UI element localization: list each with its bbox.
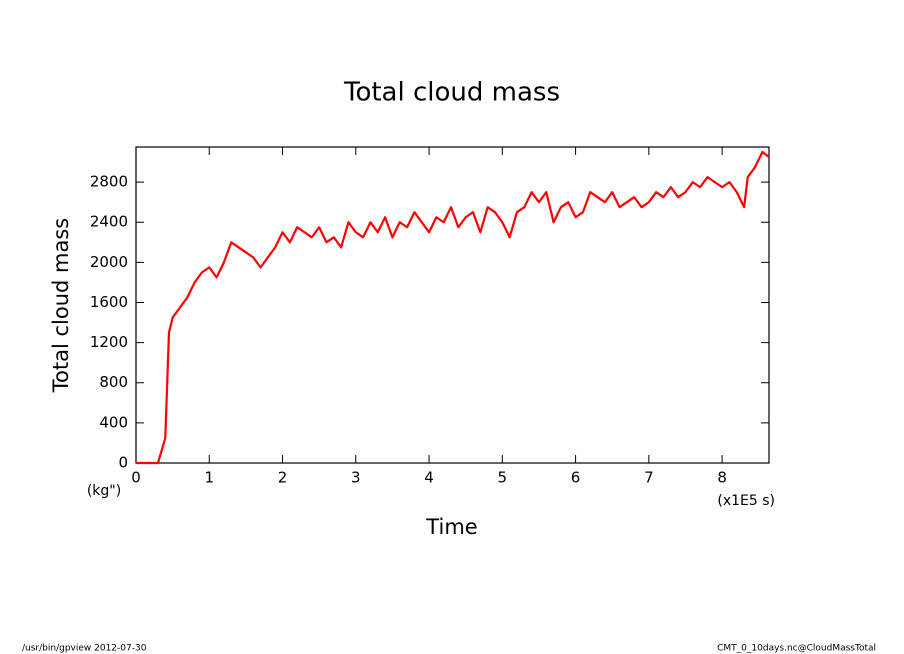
x-tick-label: 7 (644, 469, 654, 487)
y-tick-label: 1200 (90, 333, 128, 351)
x-tick-label: 1 (204, 469, 214, 487)
x-tick-label: 6 (571, 469, 581, 487)
x-tick-label: 5 (498, 469, 508, 487)
plot-frame (135, 146, 770, 464)
footer-right: CMT_0_10days.nc@CloudMassTotal (717, 644, 876, 654)
y-tick-label: 400 (99, 413, 128, 431)
x-tick-label: 3 (351, 469, 361, 487)
y-tick-label: 2400 (90, 213, 128, 231)
y-tick-label: 1600 (90, 293, 128, 311)
footer-left: /usr/bin/gpview 2012-07-30 (22, 644, 147, 654)
x-tick-label: 8 (717, 469, 727, 487)
y-axis-label: Total cloud mass (49, 218, 73, 393)
y-unit: (kg") (87, 483, 121, 499)
x-axis-label: Time (425, 515, 477, 539)
x-unit: (x1E5 s) (717, 493, 775, 509)
y-tick-label: 0 (118, 454, 128, 472)
x-tick-label: 4 (424, 469, 434, 487)
data-line (136, 150, 770, 465)
y-tick-label: 2800 (90, 173, 128, 191)
y-tick-label: 800 (99, 373, 128, 391)
chart-title: Total cloud mass (343, 78, 560, 108)
y-tick-label: 2000 (90, 253, 128, 271)
x-tick-label: 0 (131, 469, 141, 487)
x-tick-label: 2 (278, 469, 288, 487)
